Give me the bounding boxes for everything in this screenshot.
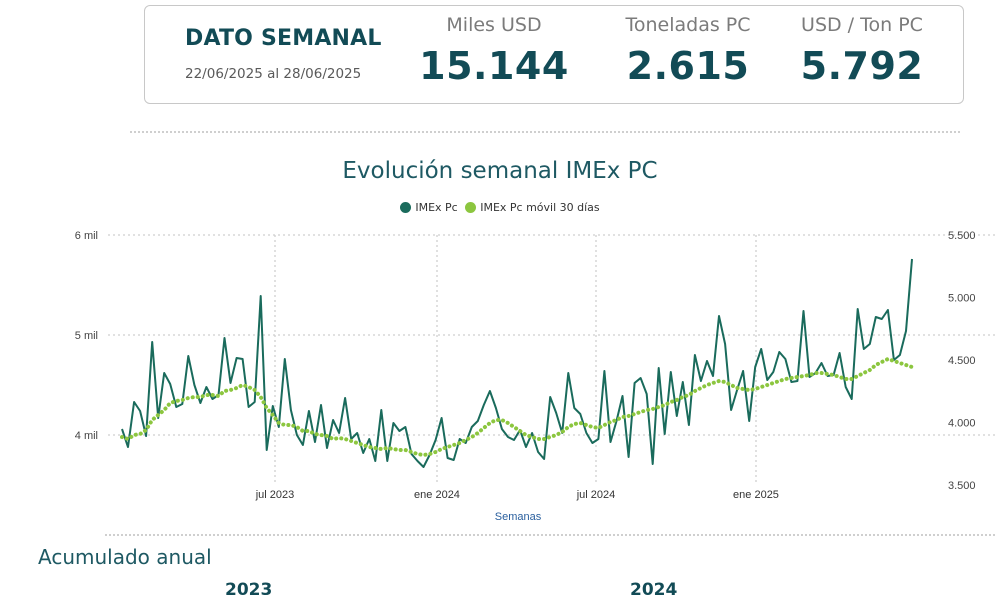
kpi-usd-per-ton: USD / Ton PC 5.792 — [767, 14, 957, 88]
legend-dot-icon — [465, 202, 477, 213]
kpi-value: 15.144 — [419, 44, 569, 88]
kpi-toneladas: Toneladas PC 2.615 — [593, 14, 783, 88]
section-title: Acumulado anual — [38, 545, 212, 569]
y-right-tick-label: 5.000 — [948, 293, 976, 305]
y-right-tick-label: 3.500 — [948, 480, 976, 492]
divider — [130, 131, 960, 133]
y-right-tick-label: 4.500 — [948, 355, 976, 367]
legend-item-movil[interactable]: IMEx Pc móvil 30 días — [465, 201, 600, 214]
legend-label: IMEx Pc — [415, 201, 458, 214]
kpi-label: USD / Ton PC — [801, 14, 923, 36]
kpi-label: Miles USD — [446, 14, 542, 36]
y-left-tick-label: 4 mil — [75, 430, 98, 442]
kpi-value: 5.792 — [800, 44, 924, 88]
x-tick-label: jul 2024 — [576, 489, 616, 501]
x-axis-label: Semanas — [495, 511, 542, 523]
legend-dot-icon — [400, 202, 412, 213]
legend-item-imex[interactable]: IMEx Pc — [400, 201, 458, 214]
x-tick-label: ene 2024 — [414, 489, 460, 501]
kpi-label: Toneladas PC — [625, 14, 751, 36]
legend-label: IMEx Pc móvil 30 días — [480, 201, 600, 214]
y-right-tick-label: 5.500 — [948, 230, 976, 242]
x-tick-label: jul 2023 — [255, 489, 295, 501]
series-line-imex-movil — [120, 356, 914, 458]
y-left-tick-label: 5 mil — [75, 330, 98, 342]
year-label-2024: 2024 — [630, 580, 678, 600]
kpi-value: 2.615 — [626, 44, 750, 88]
kpi-miles-usd: Miles USD 15.144 — [399, 14, 589, 88]
chart-title: Evolución semanal IMEx PC — [342, 158, 658, 184]
y-right-tick-label: 4.000 — [948, 418, 976, 430]
y-left-tick-label: 6 mil — [75, 230, 98, 242]
divider — [105, 534, 995, 536]
kpi-title: DATO SEMANAL — [185, 26, 382, 51]
chart-legend: IMEx Pc IMEx Pc móvil 30 días — [0, 201, 1000, 216]
kpi-card: DATO SEMANAL 22/06/2025 al 28/06/2025 Mi… — [144, 5, 964, 104]
series-line-imex — [121, 258, 913, 468]
kpi-date-range: 22/06/2025 al 28/06/2025 — [185, 66, 362, 82]
x-tick-label: ene 2025 — [733, 489, 779, 501]
year-label-2023: 2023 — [225, 580, 273, 600]
